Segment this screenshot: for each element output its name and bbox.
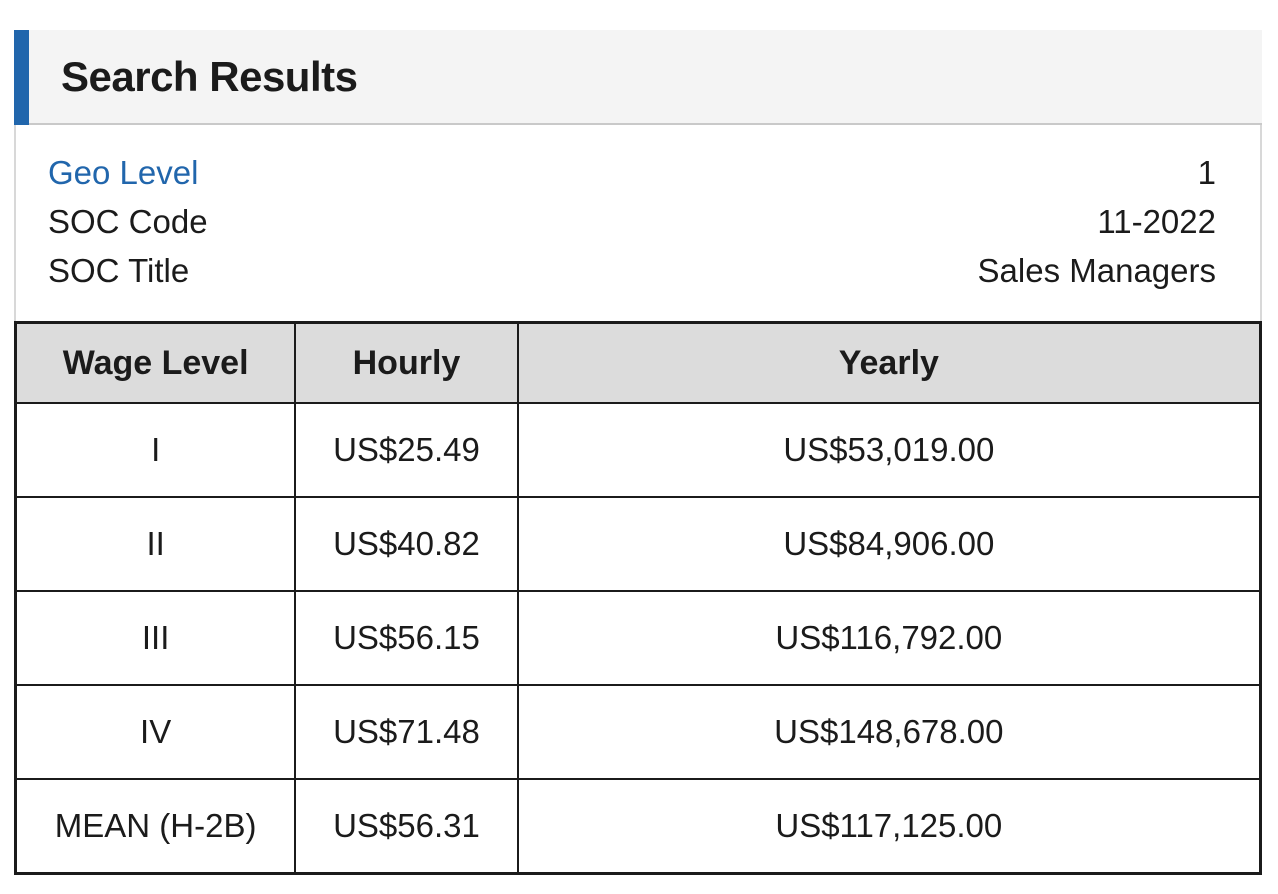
- column-header-wage-level: Wage Level: [14, 321, 297, 404]
- search-results-panel: Search Results Geo Level 1 SOC Code 11-2…: [14, 30, 1262, 875]
- hourly-cell: US$71.48: [294, 684, 519, 780]
- yearly-cell: US$53,019.00: [516, 402, 1262, 498]
- wage-level-cell: III: [14, 590, 297, 686]
- soc-code-value: 11-2022: [1097, 203, 1216, 240]
- column-header-hourly: Hourly: [294, 321, 519, 404]
- hourly-cell: US$56.31: [294, 778, 519, 875]
- wage-level-cell: MEAN (H-2B): [14, 778, 297, 875]
- wage-table-head: Wage Level Hourly Yearly: [14, 321, 1262, 404]
- info-row-soc-code: SOC Code 11-2022: [48, 197, 1216, 246]
- hourly-cell: US$56.15: [294, 590, 519, 686]
- wage-table-body: I US$25.49 US$53,019.00 II US$40.82 US$84,906…: [14, 402, 1262, 875]
- wage-level-cell: IV: [14, 684, 297, 780]
- accent-bar: [14, 30, 29, 125]
- info-row-soc-title: SOC Title Sales Managers: [48, 246, 1216, 295]
- yearly-cell: US$84,906.00: [516, 496, 1262, 592]
- column-header-yearly: Yearly: [516, 321, 1262, 404]
- geo-level-value: 1: [1197, 154, 1216, 191]
- soc-code-label: SOC Code: [48, 203, 208, 240]
- table-row: III US$56.15 US$116,792.00: [14, 590, 1262, 686]
- wage-level-cell: II: [14, 496, 297, 592]
- geo-level-link[interactable]: Geo Level: [48, 154, 199, 191]
- wage-table: Wage Level Hourly Yearly I US$25.49 US$53,…: [14, 321, 1262, 875]
- info-row-geo-level: Geo Level 1: [48, 148, 1216, 197]
- yearly-cell: US$148,678.00: [516, 684, 1262, 780]
- table-row: IV US$71.48 US$148,678.00: [14, 684, 1262, 780]
- panel-header: Search Results: [14, 30, 1262, 125]
- result-info-section: Geo Level 1 SOC Code 11-2022 SOC Title S…: [14, 125, 1262, 321]
- yearly-cell: US$117,125.00: [516, 778, 1262, 875]
- hourly-cell: US$25.49: [294, 402, 519, 498]
- page-title: Search Results: [61, 52, 358, 100]
- hourly-cell: US$40.82: [294, 496, 519, 592]
- yearly-cell: US$116,792.00: [516, 590, 1262, 686]
- table-row: II US$40.82 US$84,906.00: [14, 496, 1262, 592]
- table-row: MEAN (H-2B) US$56.31 US$117,125.00: [14, 778, 1262, 875]
- table-row: I US$25.49 US$53,019.00: [14, 402, 1262, 498]
- soc-title-label: SOC Title: [48, 252, 190, 289]
- soc-title-value: Sales Managers: [977, 252, 1216, 289]
- wage-level-cell: I: [14, 402, 297, 498]
- header-row: Wage Level Hourly Yearly: [14, 321, 1262, 404]
